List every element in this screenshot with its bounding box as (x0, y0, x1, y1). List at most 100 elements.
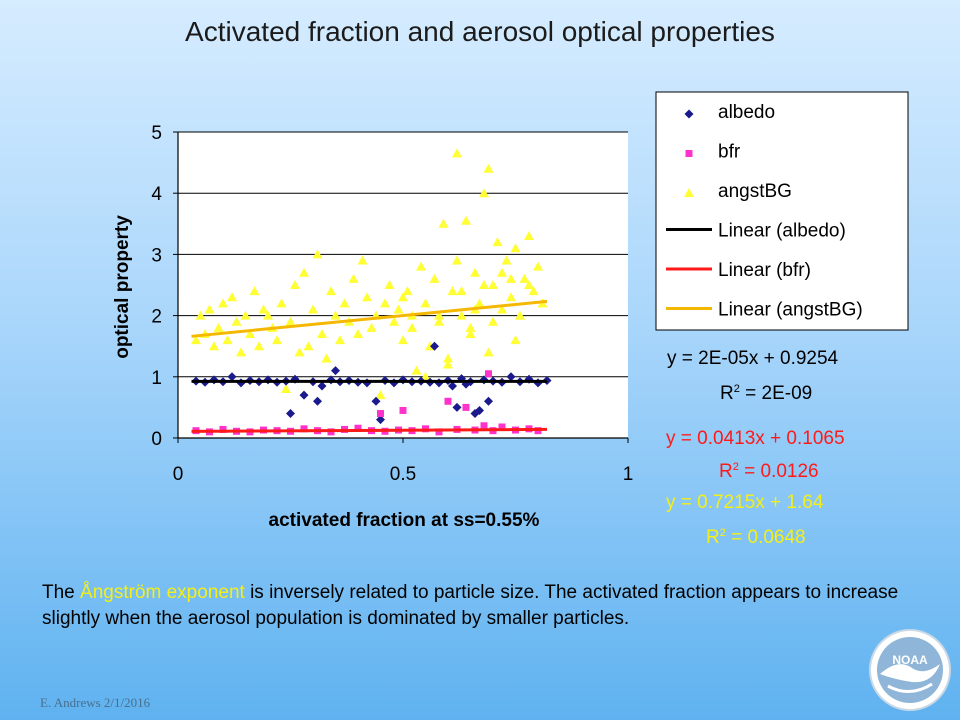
angstBG-point (330, 310, 341, 320)
bfr-point (219, 425, 227, 433)
angstBG-point (191, 335, 201, 345)
caption-pre: The (42, 582, 81, 603)
bfr-point (300, 425, 308, 433)
angst-r2-sup: 2 (719, 527, 726, 539)
angstBG-point (303, 341, 314, 351)
trendlines (191, 299, 548, 433)
angstBG-point (312, 249, 323, 259)
angstBG-point (506, 292, 516, 302)
angstBG-point (474, 298, 485, 308)
angstBG-point (456, 310, 467, 320)
bfr-point (444, 397, 452, 405)
angstBG-point (483, 347, 494, 357)
angstBG-point (245, 328, 255, 338)
plot-area (178, 132, 628, 438)
legend-swatch (684, 188, 694, 197)
angstBG-point (488, 280, 498, 289)
angst-r2-value: = 0.0648 (725, 527, 806, 548)
bfr-equation: y = 0.0413x + 0.1065 (666, 428, 845, 450)
angstBG-point (249, 286, 260, 296)
angstBG-point (407, 322, 417, 332)
angstBG-point (231, 316, 242, 326)
angstBG-point (384, 280, 395, 289)
bfr-point (480, 422, 488, 430)
legend-label: Linear (albedo) (718, 221, 846, 242)
angstBG-point (416, 261, 426, 271)
angstBG-point (375, 390, 386, 400)
legend: albedo bfr angstBG Linear (albedo) Linear (b… (655, 91, 909, 331)
bfr-r2: R2 = 0.0126 (719, 461, 819, 483)
y-axis-title: optical property (112, 215, 133, 359)
angstBG-point (263, 310, 273, 320)
albedo-r2-sup: 2 (733, 383, 740, 395)
angstBG-point (402, 286, 413, 296)
angstBG-point (461, 215, 471, 225)
angstBG-point (443, 359, 453, 369)
y-tick-label: 2 (151, 307, 162, 328)
albedo-point (475, 405, 484, 415)
noaa-logo-text: NOAA (892, 653, 928, 667)
angst-r2: R2 = 0.0648 (706, 527, 806, 549)
angstBG-point (213, 322, 224, 332)
albedo-r2: R2 = 2E-09 (720, 383, 812, 405)
y-tick-label: 1 (151, 368, 162, 389)
angstBG-point (506, 273, 516, 283)
angstBG-point (420, 371, 431, 381)
y-tick-label: 4 (151, 184, 162, 205)
albedo-r2-label: R (720, 383, 734, 404)
angstBG-point (281, 384, 291, 394)
angst-equation-text: y = 0.7215x + 1.64 (666, 492, 824, 513)
angstBG-point (258, 304, 269, 314)
angstBG-point (362, 292, 372, 302)
albedo-point (317, 381, 327, 391)
bfr-equation-text: y = 0.0413x + 0.1065 (666, 428, 845, 449)
angstBG-point (497, 267, 507, 277)
bfr-point (399, 406, 407, 414)
angstBG-point (528, 286, 539, 296)
angstBG-point (524, 231, 534, 241)
albedo-point (448, 381, 457, 391)
angstBG-point (465, 322, 476, 332)
angstBG-point (429, 273, 440, 283)
albedo-point (506, 372, 516, 382)
slide-title: Activated fraction and aerosol optical p… (185, 16, 775, 47)
albedo-r2-value: = 2E-09 (739, 383, 813, 404)
legend-label: bfr (718, 142, 741, 163)
bfr-point (435, 428, 443, 436)
trendline (191, 299, 548, 338)
axes (173, 131, 629, 443)
angstBG-point (434, 310, 444, 320)
legend-item: angstBG (684, 181, 792, 202)
x-tick-label: 0.5 (390, 464, 416, 485)
angstBG-point (519, 273, 530, 283)
bfr-point (354, 424, 362, 432)
albedo-point (286, 409, 295, 419)
angstBG-point (510, 335, 521, 345)
angstBG-point (434, 316, 444, 326)
angstBG-point (470, 267, 480, 277)
legend-item: Linear (angstBG) (666, 300, 863, 321)
angstBG-point (240, 310, 251, 320)
angstBG-point (222, 335, 233, 345)
legend-label: albedo (718, 102, 775, 123)
angstBG-point (308, 304, 318, 314)
angstBG-point (380, 298, 390, 308)
tick-labels: 0 1 2 3 4 5 0 0.5 1 (151, 123, 633, 485)
albedo-point (484, 396, 493, 406)
y-tick-label: 0 (151, 429, 162, 450)
bfr-r2-label: R (719, 461, 733, 482)
angstBG-point (294, 347, 305, 357)
x-axis-title: activated fraction at ss=0.55% (269, 510, 540, 531)
angstBG-point (348, 273, 359, 283)
angstBG-point (254, 341, 264, 351)
angstBG-point (492, 237, 503, 247)
angstBG-point (479, 280, 489, 289)
angstBG-point (393, 304, 404, 314)
albedo-point (376, 415, 385, 425)
angstBG-point (411, 365, 422, 375)
y-tick-label: 3 (151, 245, 162, 266)
legend-item: albedo (684, 102, 775, 123)
albedo-point (371, 396, 381, 406)
bfr-point (377, 410, 384, 418)
